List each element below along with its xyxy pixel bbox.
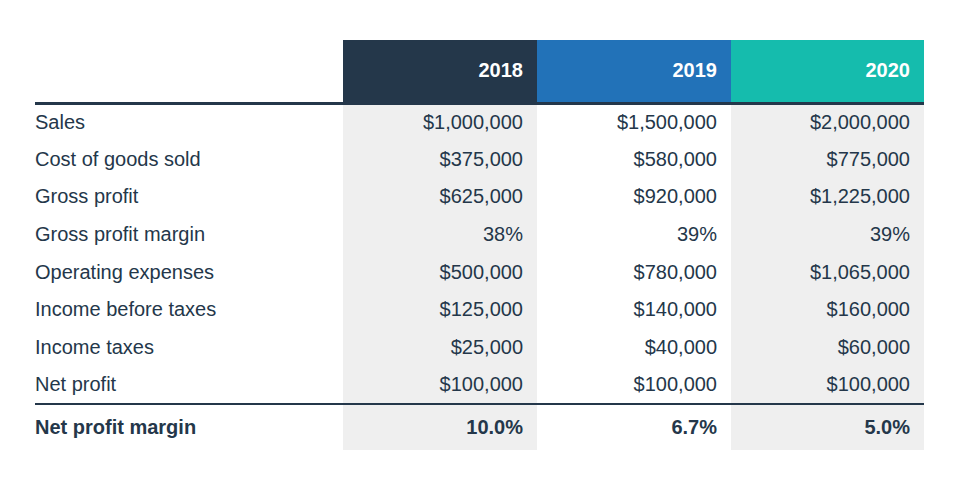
row-label: Cost of goods sold	[35, 141, 343, 179]
row-label: Net profit margin	[35, 404, 343, 450]
header-row: 2018 2019 2020	[35, 40, 924, 103]
year-header-2018: 2018	[343, 40, 537, 103]
row-label: Net profit	[35, 366, 343, 404]
table-header: 2018 2019 2020	[35, 40, 924, 103]
cell-2020: $2,000,000	[731, 103, 924, 141]
row-operating-expenses: Operating expenses $500,000 $780,000 $1,…	[35, 253, 924, 291]
row-income-before-taxes: Income before taxes $125,000 $140,000 $1…	[35, 291, 924, 329]
cell-2020: $100,000	[731, 366, 924, 404]
cell-2018: $25,000	[343, 329, 537, 367]
table-footer: Net profit margin 10.0% 6.7% 5.0%	[35, 404, 924, 450]
table-body: Sales $1,000,000 $1,500,000 $2,000,000 C…	[35, 103, 924, 404]
cell-2018: $375,000	[343, 141, 537, 179]
cell-2019: $1,500,000	[537, 103, 731, 141]
row-label: Gross profit	[35, 178, 343, 216]
cell-2019: 6.7%	[537, 404, 731, 450]
cell-2018: 38%	[343, 216, 537, 254]
row-net-profit-margin: Net profit margin 10.0% 6.7% 5.0%	[35, 404, 924, 450]
cell-2019: $920,000	[537, 178, 731, 216]
cell-2018: $500,000	[343, 253, 537, 291]
cell-2019: $40,000	[537, 329, 731, 367]
cell-2020: 39%	[731, 216, 924, 254]
cell-2020: $160,000	[731, 291, 924, 329]
cell-2019: $140,000	[537, 291, 731, 329]
year-header-2020: 2020	[731, 40, 924, 103]
income-statement-table: 2018 2019 2020 Sales $1,000,000 $1,500,0…	[35, 40, 924, 450]
row-label: Sales	[35, 103, 343, 141]
row-gross-profit: Gross profit $625,000 $920,000 $1,225,00…	[35, 178, 924, 216]
row-net-profit: Net profit $100,000 $100,000 $100,000	[35, 366, 924, 404]
income-statement: 2018 2019 2020 Sales $1,000,000 $1,500,0…	[35, 40, 924, 450]
cell-2020: $60,000	[731, 329, 924, 367]
cell-2018: $1,000,000	[343, 103, 537, 141]
cell-2018: $100,000	[343, 366, 537, 404]
row-gross-profit-margin: Gross profit margin 38% 39% 39%	[35, 216, 924, 254]
cell-2020: 5.0%	[731, 404, 924, 450]
cell-2020: $775,000	[731, 141, 924, 179]
row-label: Income taxes	[35, 329, 343, 367]
cell-2019: $580,000	[537, 141, 731, 179]
header-empty-cell	[35, 40, 343, 103]
cell-2019: 39%	[537, 216, 731, 254]
row-label: Operating expenses	[35, 253, 343, 291]
cell-2019: $100,000	[537, 366, 731, 404]
cell-2019: $780,000	[537, 253, 731, 291]
year-header-2019: 2019	[537, 40, 731, 103]
cell-2020: $1,065,000	[731, 253, 924, 291]
row-label: Gross profit margin	[35, 216, 343, 254]
row-income-taxes: Income taxes $25,000 $40,000 $60,000	[35, 329, 924, 367]
row-sales: Sales $1,000,000 $1,500,000 $2,000,000	[35, 103, 924, 141]
row-label: Income before taxes	[35, 291, 343, 329]
cell-2018: 10.0%	[343, 404, 537, 450]
cell-2018: $125,000	[343, 291, 537, 329]
cell-2018: $625,000	[343, 178, 537, 216]
cell-2020: $1,225,000	[731, 178, 924, 216]
row-cost-of-goods-sold: Cost of goods sold $375,000 $580,000 $77…	[35, 141, 924, 179]
